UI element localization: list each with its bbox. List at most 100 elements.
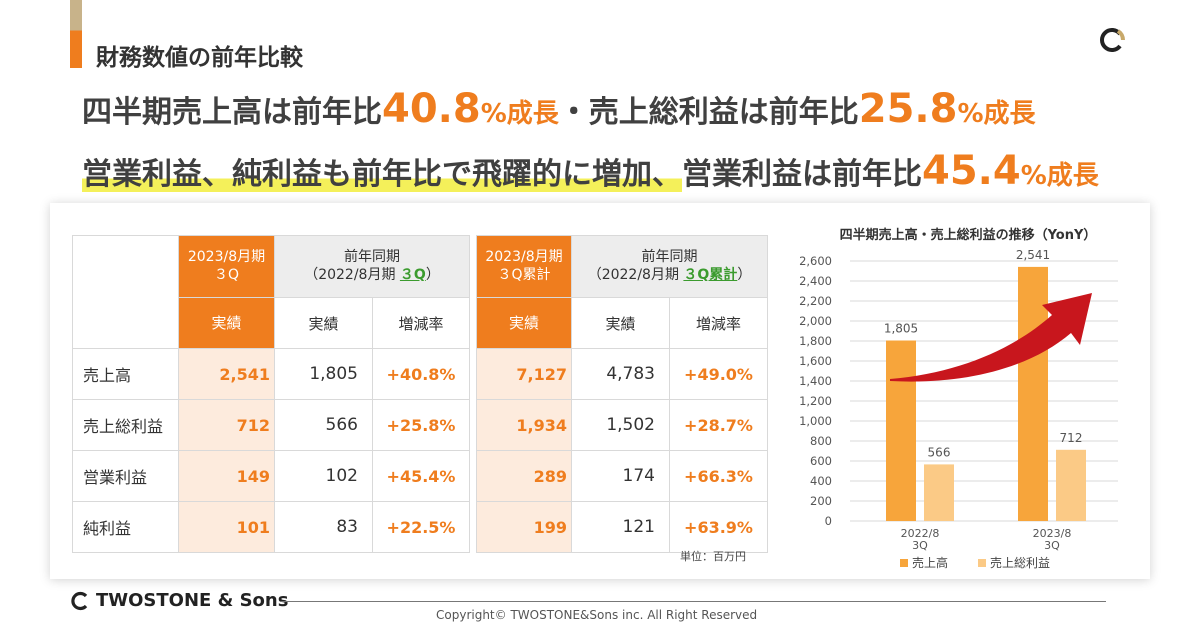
empty-header-cell (72, 235, 179, 349)
legend-swatch (900, 559, 908, 567)
legend-label: 売上総利益 (990, 555, 1050, 570)
data-label: 712 (1060, 431, 1083, 445)
headline-suffix: %成長 (480, 99, 559, 129)
change-rate: +25.8% (371, 399, 471, 451)
headline-value: 45.4 (922, 148, 1021, 194)
y-tick-label: 1,600 (799, 354, 832, 368)
x-tick-label: 2023/8 (1033, 527, 1072, 540)
x-tick-label: 3Q (912, 539, 928, 552)
y-tick-label: 2,600 (799, 254, 832, 268)
y-tick-label: 1,400 (799, 374, 832, 388)
prior-value: 83 (274, 501, 373, 553)
row-label: 営業利益 (72, 450, 179, 502)
table-row: 289 174 +66.3% (476, 450, 769, 502)
section-title: 財務数値の前年比較 (96, 45, 303, 71)
title-accent-bar (70, 0, 82, 68)
current-value: 289 (476, 450, 572, 502)
legend-swatch (978, 559, 986, 567)
table-row: 売上総利益 712 566 +25.8% (72, 399, 471, 451)
headline-text: 四半期売上高は前年比 (82, 95, 382, 130)
copyright-text: Copyright© TWOSTONE&Sons inc. All Right … (436, 608, 758, 622)
col-actual-current: 実績 (476, 297, 572, 349)
row-label: 純利益 (72, 501, 179, 553)
change-rate: +63.9% (668, 501, 769, 553)
current-value: 2,541 (178, 348, 275, 400)
bar-sales (886, 340, 916, 521)
data-label: 566 (928, 445, 951, 459)
bar-gross-profit (924, 464, 954, 521)
change-rate: +45.4% (371, 450, 471, 502)
headline-value: 25.8 (858, 86, 958, 132)
col-actual-current: 実績 (178, 297, 275, 349)
headline-text: 営業利益は前年比 (682, 157, 922, 192)
row-label: 売上高 (72, 348, 179, 400)
prior-value: 102 (274, 450, 373, 502)
change-rate: +66.3% (668, 450, 769, 502)
y-tick-label: 200 (810, 494, 832, 508)
row-label: 売上総利益 (72, 399, 179, 451)
data-label: 1,805 (884, 322, 918, 336)
table-row: 199 121 +63.9% (476, 501, 769, 553)
prior-value: 1,502 (571, 399, 670, 451)
chart-title: 四半期売上高・売上総利益の推移（YonY） (840, 227, 1097, 243)
prior-value: 566 (274, 399, 373, 451)
brand-logo-icon (71, 591, 88, 610)
current-value: 199 (476, 501, 572, 553)
prior-cumulative-header: 前年同期 （2022/8月期 ３Q累計） (570, 235, 769, 298)
change-rate: +28.7% (668, 399, 769, 451)
headline-suffix: %成長 (1020, 161, 1099, 191)
bar-sales (1018, 266, 1048, 521)
y-tick-label: 600 (810, 454, 832, 468)
current-value: 101 (178, 501, 275, 553)
quarter-table: 2023/8月期 ３Q 前年同期 （2022/8月期 ３Q） 実績 実績 増減率 売… (72, 235, 471, 553)
footer-brand: TWOSTONE & Sons (70, 590, 288, 611)
col-change: 増減率 (668, 297, 769, 349)
table-row: 営業利益 149 102 +45.4% (72, 450, 471, 502)
y-tick-label: 400 (810, 474, 832, 488)
unit-note: 単位：百万円 (680, 550, 746, 563)
y-tick-label: 2,400 (799, 274, 832, 288)
prior-value: 121 (571, 501, 670, 553)
prior-value: 174 (571, 450, 670, 502)
legend-label: 売上高 (912, 555, 948, 570)
y-tick-label: 1,200 (799, 394, 832, 408)
y-tick-label: 800 (810, 434, 832, 448)
bar-chart: 四半期売上高・売上総利益の推移（YonY） 0 200 400 600 800 1,000 1… (799, 227, 1118, 570)
brand-logo-icon (1100, 28, 1125, 52)
data-label: 2,541 (1016, 248, 1050, 262)
prior-value: 4,783 (571, 348, 670, 400)
y-tick-label: 2,000 (799, 314, 832, 328)
headline-suffix: %成長 (957, 99, 1036, 129)
change-rate: +40.8% (371, 348, 471, 400)
current-value: 712 (178, 399, 275, 451)
change-rate: +49.0% (668, 348, 769, 400)
brand-name: TWOSTONE & Sons (96, 590, 289, 611)
headline-value: 40.8 (382, 86, 481, 132)
col-actual-prior: 実績 (274, 297, 373, 349)
y-tick-label: 1,000 (799, 414, 832, 428)
table-row: 1,934 1,502 +28.7% (476, 399, 769, 451)
table-row: 売上高 2,541 1,805 +40.8% (72, 348, 471, 400)
current-cumulative-header: 2023/8月期 ３Q累計 (476, 235, 572, 298)
y-tick-label: 2,200 (799, 294, 832, 308)
current-value: 7,127 (476, 348, 572, 400)
current-value: 1,934 (476, 399, 572, 451)
change-rate: +22.5% (371, 501, 471, 553)
footer-divider (280, 601, 1106, 602)
trend-arrow-icon (890, 293, 1092, 382)
current-period-header: 2023/8月期 ３Q (178, 235, 275, 298)
data-panel: 2023/8月期 ３Q 前年同期 （2022/8月期 ３Q） 実績 実績 増減率 売… (50, 203, 1150, 579)
headline-highlight-text: 営業利益、純利益も前年比で飛躍的に増加、 (82, 157, 682, 192)
headline-text: ・売上総利益は前年比 (558, 95, 859, 130)
bar-gross-profit (1056, 449, 1086, 521)
y-tick-label: 1,800 (799, 334, 832, 348)
cumulative-table: 2023/8月期 ３Q累計 前年同期 （2022/8月期 ３Q累計） 実績 実績 増… (476, 235, 769, 553)
col-change: 増減率 (371, 297, 471, 349)
col-actual-prior: 実績 (571, 297, 670, 349)
y-tick-label: 0 (825, 514, 832, 528)
prior-period-header: 前年同期 （2022/8月期 ３Q） (273, 235, 471, 298)
table-row: 純利益 101 83 +22.5% (72, 501, 471, 553)
current-value: 149 (178, 450, 275, 502)
prior-value: 1,805 (274, 348, 373, 400)
table-row: 7,127 4,783 +49.0% (476, 348, 769, 400)
